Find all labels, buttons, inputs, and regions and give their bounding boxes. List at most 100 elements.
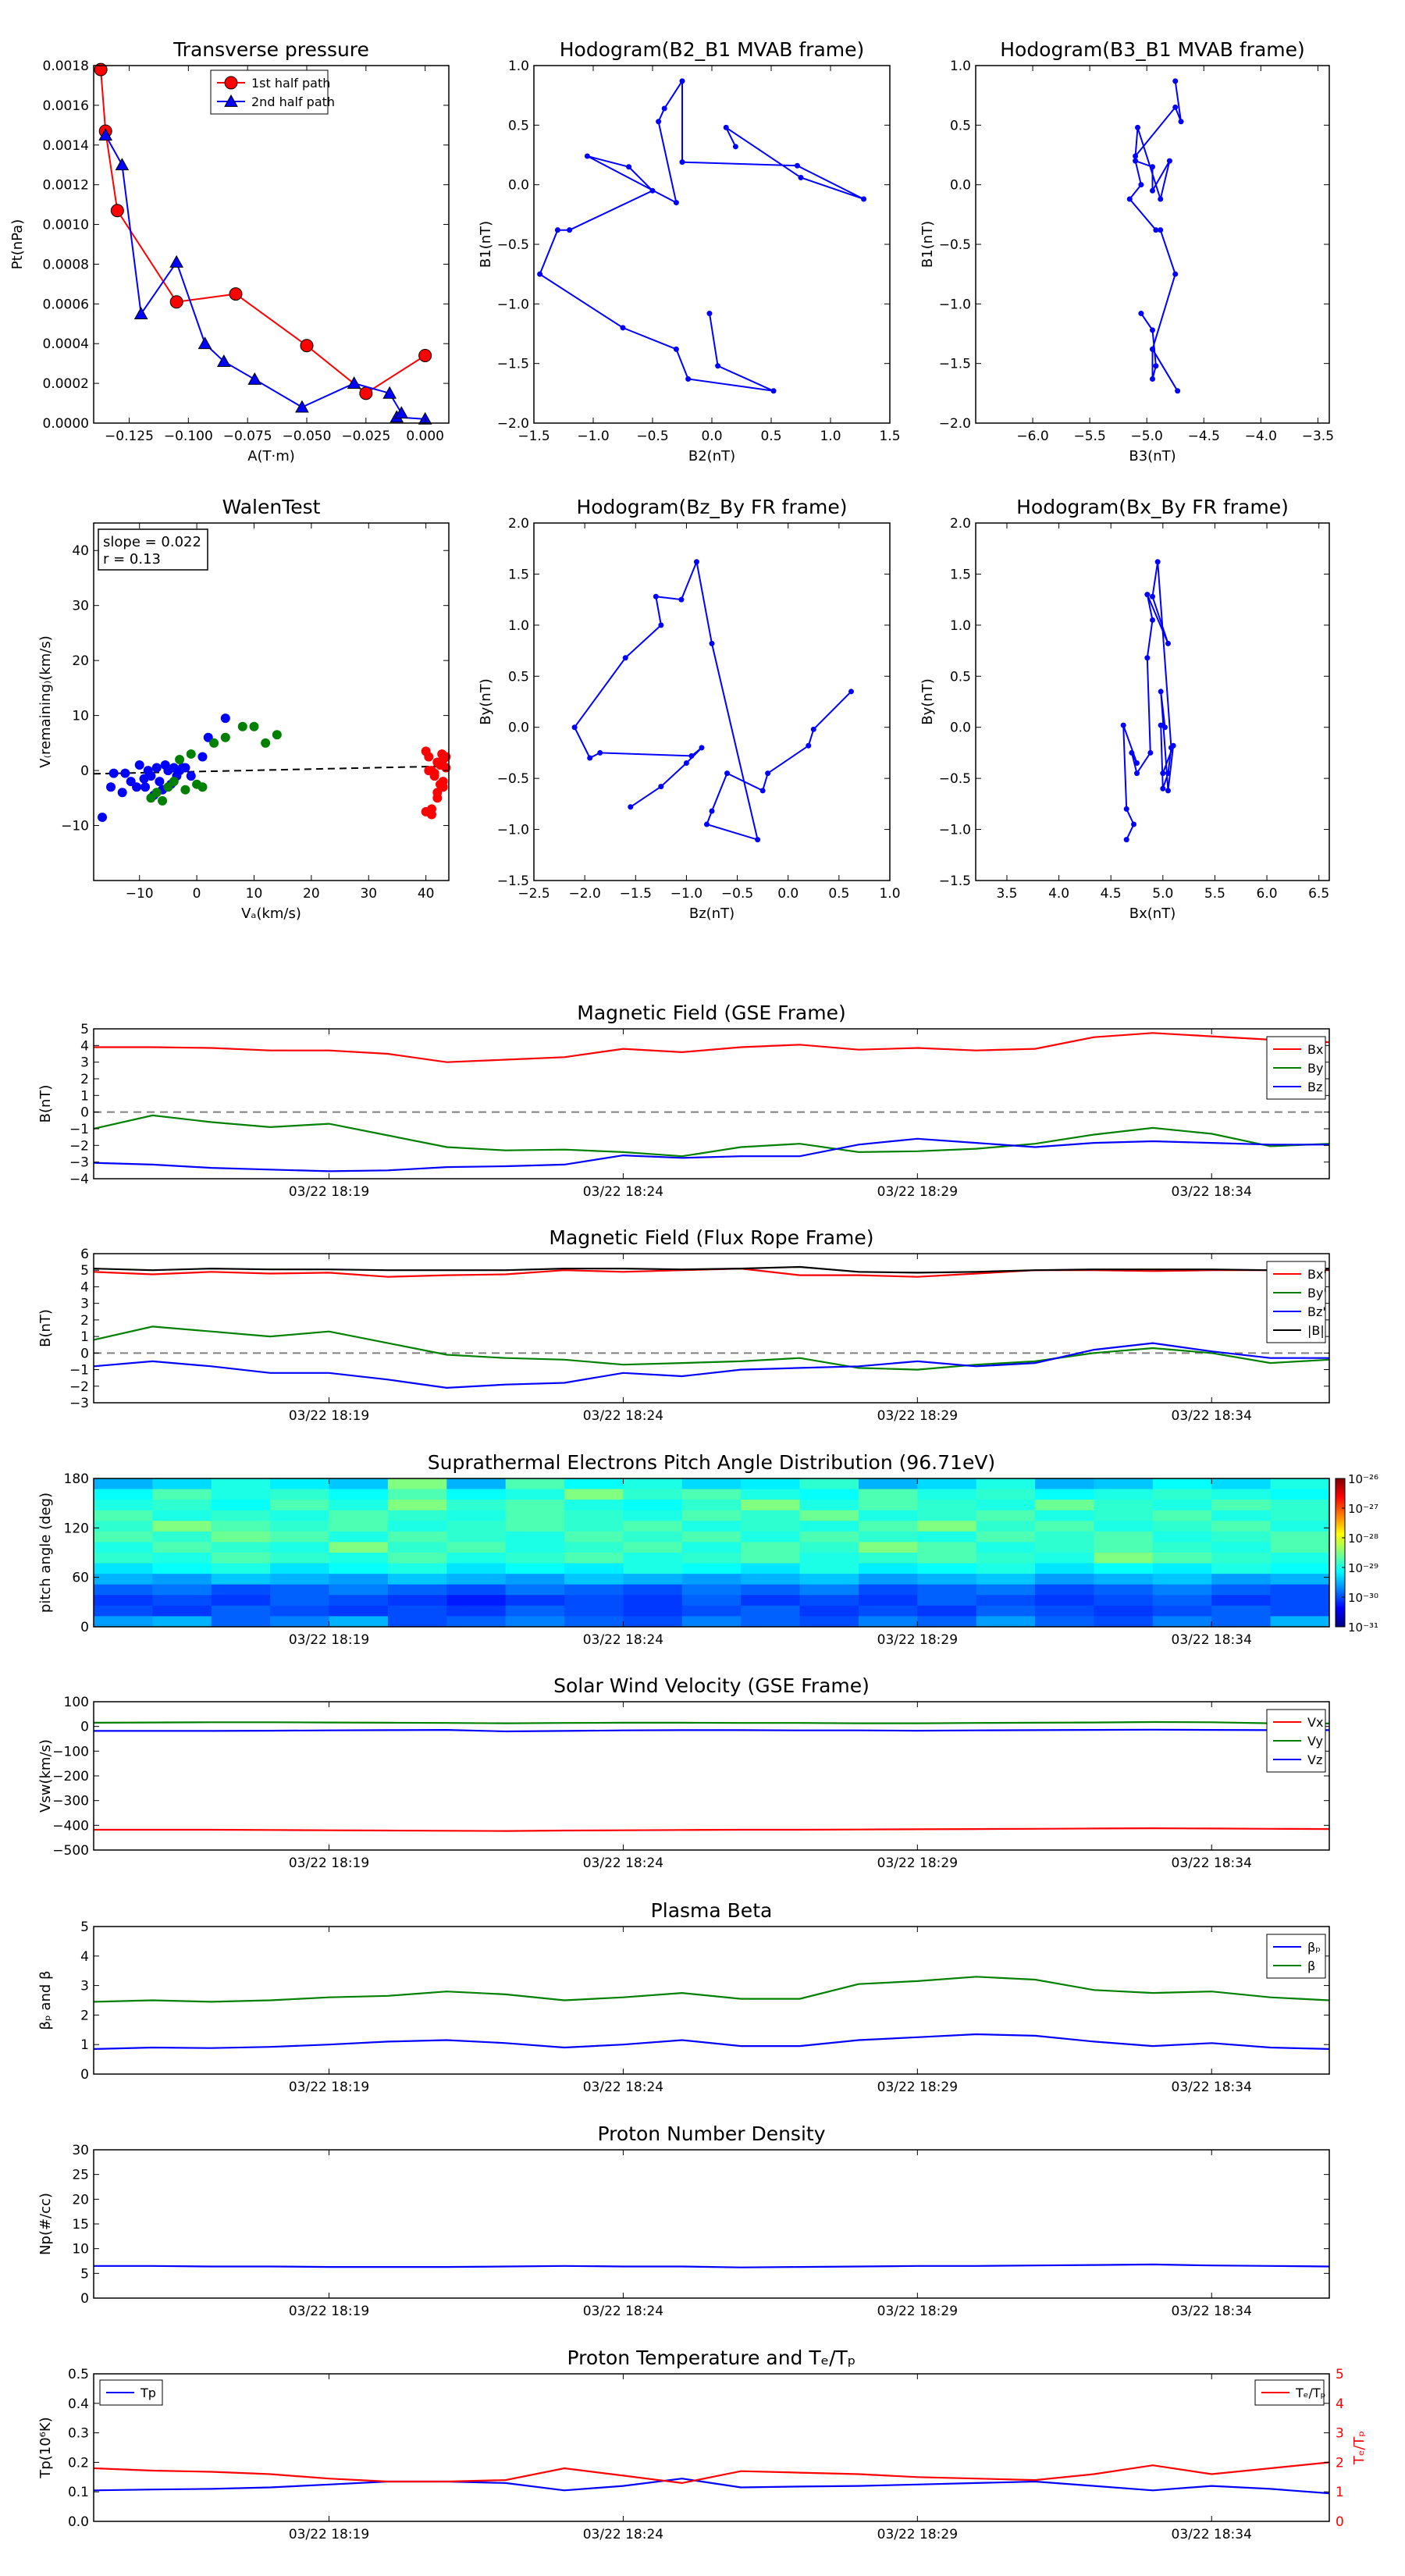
temp-ylabel: Tp(10⁶K) bbox=[37, 2417, 54, 2478]
pad-cell bbox=[1152, 1531, 1212, 1542]
walen-data-point bbox=[132, 782, 142, 792]
h4-data-point bbox=[1154, 559, 1161, 565]
mag_fr-ytick-label: −1 bbox=[69, 1363, 89, 1379]
pad-cell bbox=[387, 1521, 447, 1532]
pad-cell bbox=[623, 1563, 683, 1574]
h3-ylabel: By(nT) bbox=[478, 678, 494, 724]
mag_gse-ytick-label: −1 bbox=[69, 1122, 89, 1137]
h3-data-point bbox=[759, 788, 766, 794]
pad-cell bbox=[329, 1521, 389, 1532]
mag_fr-panel: Magnetic Field (Flux Rope Frame) 03/22 18… bbox=[37, 1226, 1330, 1424]
pad-cell bbox=[741, 1553, 801, 1564]
h4-data-point bbox=[1134, 760, 1140, 767]
tp-data-point bbox=[115, 158, 130, 171]
vsw-title: Solar Wind Velocity (GSE Frame) bbox=[553, 1674, 870, 1697]
pad-cell bbox=[1211, 1521, 1272, 1532]
vsw-ytick-label: −200 bbox=[52, 1769, 89, 1784]
temp-legend-label: Tₑ/Tₚ bbox=[1295, 2386, 1325, 2400]
pad-title: Suprathermal Electrons Pitch Angle Distr… bbox=[428, 1451, 995, 1474]
beta-ytick-label: 2 bbox=[80, 2008, 89, 2023]
pad-cell bbox=[858, 1489, 918, 1500]
walen-panel: WalenTest −10 0 10 20 30 40 −10 0 10 20 30 40 Vₐ(km/s… bbox=[37, 496, 451, 922]
vsw-ylabel: Vsw(km/s) bbox=[37, 1739, 54, 1813]
h3-data-point bbox=[622, 655, 628, 661]
beta-ylabel: βₚ and β bbox=[37, 1971, 54, 2030]
tp-ytick-label: 0.0004 bbox=[43, 336, 89, 352]
h2-data-point bbox=[1158, 227, 1164, 233]
walen-data-point bbox=[180, 763, 190, 773]
mag_gse-legend-label: Bz bbox=[1307, 1080, 1322, 1094]
mag_gse-ytick-label: −2 bbox=[69, 1138, 89, 1154]
pad-cell bbox=[387, 1510, 447, 1521]
h3-data-point bbox=[703, 821, 710, 827]
tp-xtick-label: −0.100 bbox=[164, 429, 213, 444]
pad-cell bbox=[799, 1510, 859, 1521]
mag_fr-xtick-label: 03/22 18:24 bbox=[583, 1408, 663, 1424]
h2-data-point bbox=[1126, 196, 1133, 202]
h1-xlabel: B2(nT) bbox=[688, 448, 735, 464]
mag_gse-ytick-label: 4 bbox=[80, 1038, 89, 1054]
pad-cell bbox=[1270, 1542, 1330, 1553]
h2-data-point bbox=[1172, 271, 1179, 277]
pad-cell bbox=[387, 1605, 447, 1617]
temp-ytick-label: 0.1 bbox=[68, 2485, 89, 2500]
pad-cell bbox=[976, 1531, 1036, 1542]
pad-cell bbox=[741, 1574, 801, 1585]
h3-ytick-label: 1.5 bbox=[508, 567, 529, 582]
walen-data-point bbox=[175, 754, 185, 764]
pad-cell bbox=[623, 1500, 683, 1511]
pad-colorbar-label: 10⁻²⁸ bbox=[1348, 1532, 1378, 1546]
h2-data-point bbox=[1133, 158, 1139, 164]
h1-data-point bbox=[584, 153, 590, 159]
mag_fr-ytick-label: 3 bbox=[80, 1297, 89, 1312]
pad-cell bbox=[211, 1478, 271, 1490]
h2-ytick-label: 0.5 bbox=[950, 118, 971, 133]
walen-data-point bbox=[197, 782, 208, 792]
pad-cell bbox=[741, 1521, 801, 1532]
pad-cell bbox=[858, 1553, 918, 1564]
np-ytick-label: 5 bbox=[80, 2266, 89, 2282]
pad-cell bbox=[329, 1595, 389, 1606]
pad-cell bbox=[1211, 1616, 1272, 1628]
temp-ytick-label-right: 4 bbox=[1336, 2396, 1344, 2412]
pad-cell bbox=[623, 1574, 683, 1585]
h4-xtick-label: 6.5 bbox=[1308, 886, 1329, 902]
pad-cell bbox=[387, 1584, 447, 1596]
pad-cell bbox=[270, 1574, 330, 1585]
pad-cell bbox=[564, 1521, 624, 1532]
walen-data-point bbox=[435, 760, 445, 770]
walen-ylabel: V₍remaining₎(km/s) bbox=[37, 635, 54, 768]
pad-cell bbox=[1035, 1553, 1094, 1564]
h4-ytick-label: 1.5 bbox=[950, 567, 971, 582]
h4-xlabel: Bx(nT) bbox=[1129, 906, 1176, 922]
tp-ytick-label: 0.0014 bbox=[43, 138, 89, 154]
vsw-xtick-label: 03/22 18:19 bbox=[289, 1856, 369, 1871]
pad-cell bbox=[1094, 1510, 1154, 1521]
walen-annotation-box bbox=[98, 528, 208, 571]
mag_gse-xtick-label: 03/22 18:19 bbox=[289, 1184, 369, 1200]
pad-cell bbox=[741, 1531, 801, 1542]
pad-colorbar-label: 10⁻²⁷ bbox=[1348, 1502, 1378, 1516]
pad-xtick-label: 03/22 18:34 bbox=[1172, 1632, 1252, 1648]
pad-cell bbox=[505, 1584, 565, 1596]
h4-data-point bbox=[1165, 770, 1171, 777]
pad-colorbar-label: 10⁻³¹ bbox=[1348, 1621, 1378, 1635]
walen-ytick-label: −10 bbox=[61, 819, 89, 834]
h4-xtick-label: 4.5 bbox=[1101, 886, 1122, 902]
tp-data-point bbox=[216, 354, 231, 368]
walen-data-point bbox=[108, 768, 119, 778]
h3-data-point bbox=[683, 760, 689, 767]
h4-data-point bbox=[1150, 593, 1155, 600]
pad-cell bbox=[1270, 1500, 1330, 1511]
h2-ytick-label: 0.0 bbox=[950, 178, 971, 194]
pad-cell bbox=[917, 1553, 977, 1564]
pad-cell bbox=[152, 1595, 212, 1606]
h3-panel: Hodogram(Bz_By FR frame) −2.5 −2.0 −1.5 −1.0… bbox=[478, 496, 901, 922]
pad-cell bbox=[1035, 1500, 1094, 1511]
h4-data-point bbox=[1158, 722, 1164, 728]
pad-cell bbox=[329, 1574, 389, 1585]
vsw-ytick-label: −100 bbox=[52, 1744, 89, 1759]
h4-series-line bbox=[1122, 561, 1175, 841]
pad-cell bbox=[505, 1563, 565, 1574]
pad-cell bbox=[270, 1605, 330, 1617]
